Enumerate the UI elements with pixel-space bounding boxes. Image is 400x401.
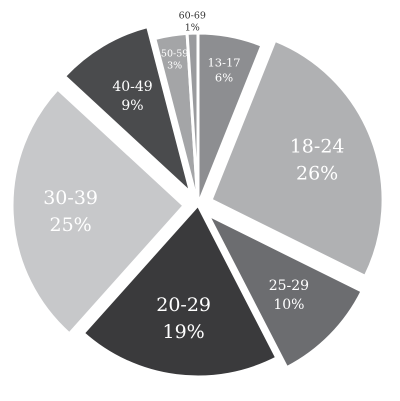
- slice-value-18-24: 26%: [296, 163, 338, 185]
- slice-value-30-39: 25%: [50, 214, 92, 236]
- pie-slice-30-39: [10, 87, 186, 336]
- slice-label-50-59: 50-59: [161, 48, 188, 59]
- slice-label-30-39: 30-39: [43, 187, 98, 209]
- slice-label-18-24: 18-24: [290, 136, 345, 158]
- slice-label-20-29: 20-29: [156, 294, 211, 316]
- slice-label-40-49: 40-49: [112, 79, 152, 95]
- pie-slice-40-49: [62, 25, 193, 195]
- pie-slice-60-69: [185, 31, 200, 207]
- slice-value-13-17: 6%: [215, 70, 233, 84]
- slice-value-50-59: 3%: [167, 60, 182, 71]
- pie-slice-25-29: [206, 213, 364, 370]
- pie-slice-18-24: [209, 38, 385, 278]
- slice-label-13-17: 13-17: [207, 55, 240, 69]
- pie-slice-20-29: [81, 203, 279, 379]
- slice-value-25-29: 10%: [273, 297, 304, 313]
- slice-value-40-49: 9%: [121, 98, 143, 114]
- slice-label-60-69: 60-69: [179, 10, 206, 21]
- slice-label-25-29: 25-29: [269, 278, 309, 294]
- slice-value-60-69: 1%: [185, 22, 200, 33]
- slice-value-20-29: 19%: [163, 321, 205, 343]
